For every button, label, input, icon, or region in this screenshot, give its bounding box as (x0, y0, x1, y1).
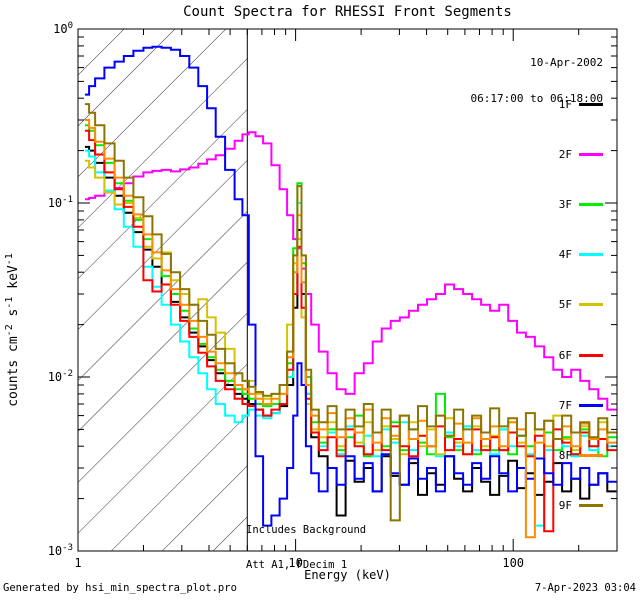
legend-item: 4F (558, 248, 603, 262)
legend-color-line (579, 102, 603, 106)
legend-color-line (579, 152, 603, 156)
legend-label: 2F (558, 147, 572, 161)
legend-item: 1F (558, 97, 603, 111)
svg-text:10-3: 10-3 (48, 543, 73, 558)
series-7F (84, 45, 617, 527)
y-axis-title: counts cm-2 s-1 keV-1 (4, 253, 21, 407)
legend-item: 8F (558, 448, 603, 462)
legend-color-line (579, 504, 603, 508)
legend-label: 8F (558, 448, 572, 462)
series-6F (84, 129, 617, 533)
observation-time-range: 06:17:00 to 06:18:00 (470, 92, 603, 105)
legend-item: 3F (558, 197, 603, 211)
legend: 1F 2F 3F 4F 5F 6F 7F 8F 9F (559, 60, 603, 550)
series-5F (84, 159, 617, 458)
annotation-line2: Att A1, FDecim 1 (246, 558, 348, 571)
tick-labels: 1 10 100 100 10-1 10-2 10-3 (48, 21, 524, 570)
legend-color-line (579, 453, 603, 457)
generated-by-text: Generated by hsi_min_spectra_plot.pro (3, 582, 237, 594)
svg-text:10-2: 10-2 (48, 369, 73, 384)
observation-block: 10-Apr-2002 06:17:00 to 06:18:00 (471, 33, 603, 129)
legend-label: 5F (558, 298, 572, 312)
svg-text:100: 100 (502, 556, 524, 570)
legend-label: 6F (558, 348, 572, 362)
legend-color-line (579, 202, 603, 206)
legend-item: 6F (558, 348, 603, 362)
annotation-line1: Includes Background (246, 524, 367, 536)
legend-label: 4F (558, 248, 572, 262)
legend-item: 2F (558, 147, 603, 161)
legend-color-line (579, 353, 603, 357)
svg-text:10-1: 10-1 (48, 195, 73, 210)
legend-item: 7F (558, 398, 603, 412)
legend-label: 1F (558, 97, 572, 111)
legend-color-line (579, 253, 603, 257)
legend-label: 7F (558, 398, 572, 412)
chart-title: Count Spectra for RHESSI Front Segments (183, 4, 512, 20)
render-timestamp: 7-Apr-2023 03:04 (534, 582, 636, 594)
legend-color-line (579, 403, 603, 407)
series-2F (84, 131, 617, 411)
x-axis-title: Energy (keV) (304, 568, 391, 582)
legend-label: 3F (558, 197, 572, 211)
plot-annotation: Includes Background Att A1, FDecim 1 (246, 502, 366, 594)
axes-frame (77, 28, 618, 552)
axis-ticks (77, 28, 617, 552)
series-9F (84, 103, 617, 522)
svg-text:100: 100 (53, 21, 73, 36)
hatched-region (78, 29, 248, 551)
observation-date: 10-Apr-2002 (530, 56, 603, 69)
svg-text:1: 1 (74, 556, 81, 570)
legend-color-line (579, 303, 603, 307)
legend-item: 5F (558, 298, 603, 312)
legend-label: 9F (558, 499, 572, 513)
series-curves (84, 45, 617, 539)
series-8F (84, 119, 617, 539)
svg-text:10: 10 (288, 556, 302, 570)
legend-item: 9F (558, 499, 603, 513)
